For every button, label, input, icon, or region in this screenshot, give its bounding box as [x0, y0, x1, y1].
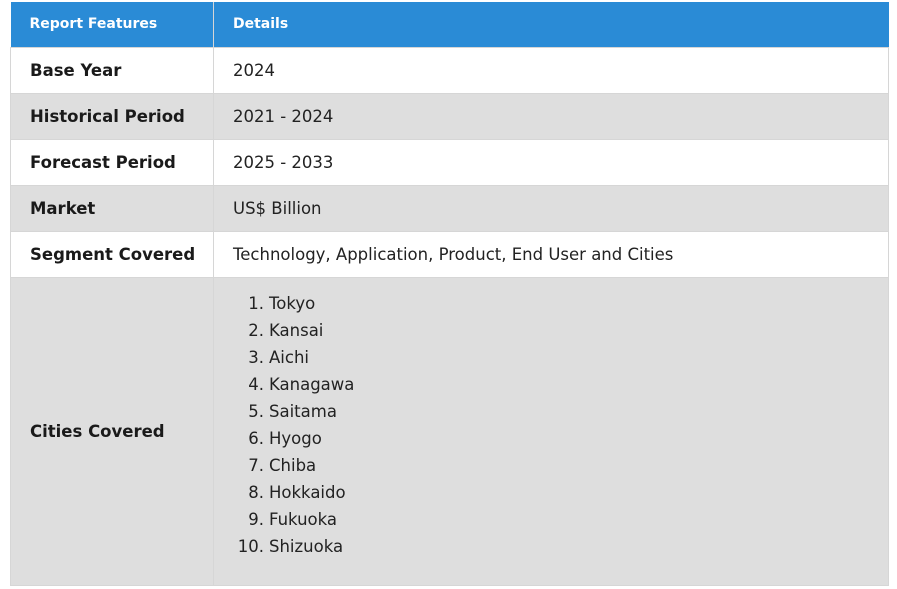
list-item: 5. Saitama: [248, 401, 337, 421]
row-segment-covered: Segment Covered Technology, Application,…: [10, 230, 889, 278]
row-label: Base Year: [10, 46, 214, 94]
row-cities-covered: Cities Covered 1. Tokyo 2. Kansai 3. Aichi …: [10, 276, 889, 586]
report-features-table-container: Report Features Details Base Year 2024 H…: [10, 2, 889, 586]
row-value: 2025 - 2033: [213, 138, 889, 186]
list-item: 3. Aichi: [248, 347, 309, 367]
list-item: 2. Kansai: [248, 320, 324, 340]
list-item: 7. Chiba: [248, 455, 317, 475]
row-label: Historical Period: [10, 92, 214, 140]
list-item: 6. Hyogo: [248, 428, 322, 448]
list-item: 9. Fukuoka: [248, 509, 338, 529]
cities-list-cell: 1. Tokyo 2. Kansai 3. Aichi 4. Kanagawa 5. Sa…: [213, 276, 889, 586]
list-item: 10. Shizuoka: [237, 536, 344, 556]
row-label: Segment Covered: [10, 230, 214, 278]
row-label: Forecast Period: [10, 138, 214, 186]
row-value: US$ Billion: [213, 184, 889, 232]
row-market: Market US$ Billion: [10, 184, 889, 232]
row-label: Cities Covered: [10, 276, 214, 586]
header-details: Details: [213, 2, 889, 47]
header-report-features: Report Features: [10, 2, 214, 47]
row-label: Market: [10, 184, 214, 232]
row-value: 2021 - 2024: [213, 92, 889, 140]
list-item: 8. Hokkaido: [248, 482, 346, 502]
row-forecast-period: Forecast Period 2025 - 2033: [10, 138, 889, 186]
report-features-table: Report Features Details Base Year 2024 H…: [10, 2, 889, 586]
row-historical-period: Historical Period 2021 - 2024: [10, 92, 889, 140]
row-value: 2024: [213, 46, 889, 94]
list-item: 1. Tokyo: [248, 293, 316, 313]
row-value: Technology, Application, Product, End Us…: [213, 230, 889, 278]
row-base-year: Base Year 2024: [10, 46, 889, 94]
cities-list: 1. Tokyo 2. Kansai 3. Aichi 4. Kanagawa 5. Sa…: [233, 290, 888, 560]
list-item: 4. Kanagawa: [248, 374, 355, 394]
table-header-row: Report Features Details: [10, 2, 889, 47]
